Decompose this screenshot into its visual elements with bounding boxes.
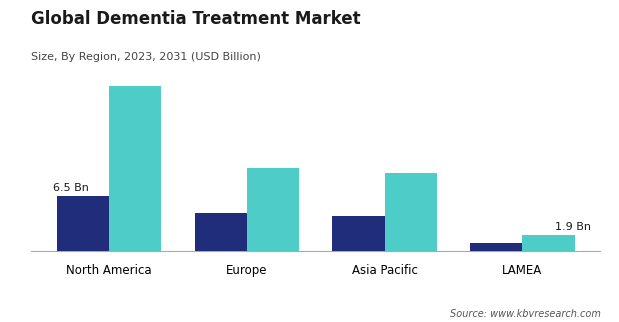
- Text: Global Dementia Treatment Market: Global Dementia Treatment Market: [31, 10, 361, 28]
- Bar: [194, 213, 247, 251]
- Text: Size, By Region, 2023, 2031 (USD Billion): Size, By Region, 2023, 2031 (USD Billion…: [31, 52, 261, 62]
- Bar: [57, 196, 109, 251]
- Legend: 2023, 2031: 2023, 2031: [154, 320, 306, 322]
- Bar: [332, 215, 384, 251]
- Bar: [522, 235, 574, 251]
- Bar: [109, 86, 162, 251]
- Text: 6.5 Bn: 6.5 Bn: [53, 183, 89, 193]
- Bar: [247, 168, 299, 251]
- Bar: [384, 173, 437, 251]
- Bar: [470, 243, 522, 251]
- Text: Source: www.kbvresearch.com: Source: www.kbvresearch.com: [449, 309, 600, 319]
- Text: 1.9 Bn: 1.9 Bn: [555, 222, 591, 232]
